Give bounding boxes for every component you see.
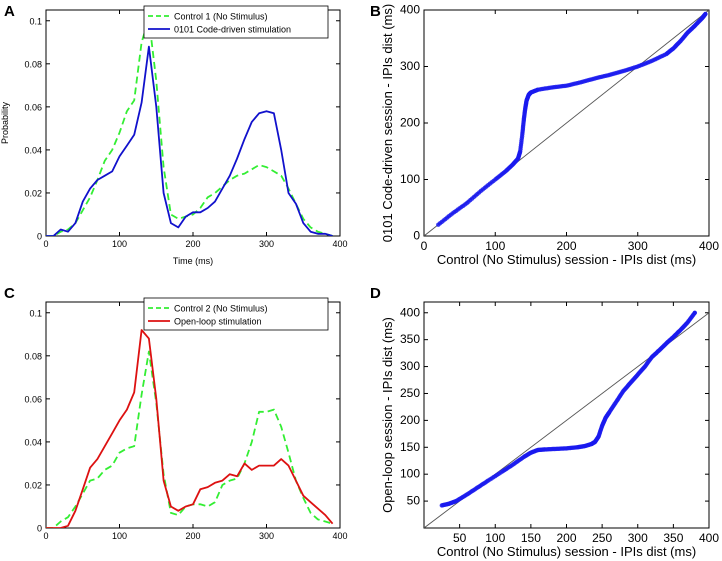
- series-line-a-2: [46, 45, 333, 236]
- panel-letter-b: B: [370, 3, 381, 20]
- y-tick-label-c: 0.08: [24, 351, 42, 361]
- x-tick-label-b: 0: [421, 239, 428, 253]
- y-axis-label-a: Probability: [0, 101, 10, 144]
- chart-a: 0 100 200 300 400 0 0.02 0.04 0.06 0.08 0.1 Time (m…: [0, 5, 348, 266]
- y-tick-label-d: 250: [400, 386, 420, 400]
- y-tick-label-a: 0.06: [24, 102, 42, 112]
- panel-letter-a: A: [4, 3, 15, 20]
- x-tick-label-b: 200: [556, 239, 576, 253]
- legend-label-c-1: Control 2 (No Stimulus): [174, 304, 268, 314]
- x-tick-label-c: 400: [332, 531, 347, 541]
- plot-frame-c: [45, 301, 341, 529]
- y-tick-label-d: 150: [400, 440, 420, 454]
- x-tick-label-d: 100: [485, 531, 505, 545]
- x-tick-label-d: 400: [699, 531, 719, 545]
- x-tick-label-a: 300: [259, 239, 274, 249]
- y-tick-label-d: 50: [407, 494, 421, 508]
- y-tick-label-c: 0.06: [24, 394, 42, 404]
- x-tick-label-c: 100: [112, 531, 127, 541]
- x-tick-label-a: 400: [332, 239, 347, 249]
- y-axis-label-d: Open-loop session - IPIs dist (ms): [380, 317, 395, 513]
- x-axis-label-b: Control (No Stimulus) session - IPIs dis…: [437, 252, 696, 267]
- plot-area-b: [424, 10, 709, 236]
- y-tick-label-c: 0.04: [24, 437, 42, 447]
- legend-box-a: [143, 5, 329, 39]
- panel-letter-d: D: [370, 285, 381, 302]
- x-axis-label-d: Control (No Stimulus) session - IPIs dis…: [437, 544, 696, 559]
- plot-area-d: [424, 310, 709, 528]
- plot-area-a: [46, 17, 333, 236]
- y-tick-label-b: 400: [400, 3, 420, 17]
- x-tick-label-a: 0: [43, 239, 48, 249]
- y-tick-label-a: 0.04: [24, 145, 42, 155]
- plot-frame-a: [45, 9, 341, 237]
- chart-c: 0 100 200 300 400 0 0.02 0.04 0.06 0.08 0.1 Control…: [24, 297, 348, 541]
- x-tick-label-d: 50: [453, 531, 467, 545]
- y-tick-label-a: 0: [37, 232, 42, 242]
- legend-box-c: [143, 297, 329, 331]
- x-tick-label-d: 300: [628, 531, 648, 545]
- y-tick-label-a: 0.02: [24, 188, 42, 198]
- legend-label-c-2: Open-loop stimulation: [174, 317, 262, 327]
- y-tick-label-c: 0.1: [29, 308, 42, 318]
- y-tick-label-d: 200: [400, 413, 420, 427]
- series-line-c-1: [46, 350, 333, 528]
- x-tick-label-a: 200: [185, 239, 200, 249]
- y-tick-label-d: 300: [400, 359, 420, 373]
- qq-point-b: [703, 11, 708, 17]
- x-tick-label-d: 250: [592, 531, 612, 545]
- y-tick-label-b: 100: [400, 172, 420, 186]
- legend-label-a-2: 0101 Code-driven stimulation: [174, 25, 291, 35]
- x-tick-label-d: 150: [521, 531, 541, 545]
- y-tick-label-d: 400: [400, 305, 420, 319]
- y-tick-label-c: 0: [37, 524, 42, 534]
- x-tick-label-c: 200: [185, 531, 200, 541]
- x-tick-label-c: 0: [43, 531, 48, 541]
- y-tick-label-b: 200: [400, 116, 420, 130]
- chart-d: 50 100 150 200 250 300 350 400 50 100 150 200 250 300…: [380, 301, 719, 559]
- y-tick-label-c: 0.02: [24, 480, 42, 490]
- y-tick-label-d: 350: [400, 332, 420, 346]
- y-axis-label-b: 0101 Code-driven session - IPIs dist (ms…: [380, 4, 395, 242]
- y-tick-label-a: 0.1: [29, 16, 42, 26]
- y-tick-label-d: 100: [400, 467, 420, 481]
- x-tick-label-d: 350: [663, 531, 683, 545]
- x-tick-label-b: 100: [485, 239, 505, 253]
- y-tick-label-a: 0.08: [24, 59, 42, 69]
- plot-area-c: [46, 329, 334, 528]
- panel-letter-c: C: [4, 285, 15, 302]
- x-tick-label-a: 100: [112, 239, 127, 249]
- y-tick-label-b: 300: [400, 59, 420, 73]
- series-line-a-1: [46, 17, 333, 236]
- series-line-c-2: [46, 329, 334, 528]
- y-tick-label-b: 0: [413, 229, 420, 243]
- x-tick-label-b: 300: [628, 239, 648, 253]
- x-tick-label-b: 400: [699, 239, 719, 253]
- qq-point-d: [692, 310, 697, 315]
- legend-label-a-1: Control 1 (No Stimulus): [174, 12, 268, 22]
- x-tick-label-c: 300: [259, 531, 274, 541]
- x-tick-label-d: 200: [556, 531, 576, 545]
- x-axis-label-a: Time (ms): [173, 256, 213, 266]
